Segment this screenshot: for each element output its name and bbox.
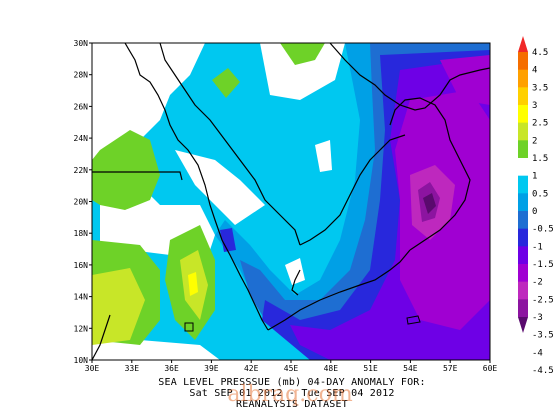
anomaly-field [92,43,490,360]
legend-label: 1.5 [532,154,548,164]
legend-swatch [518,299,528,318]
legend-label: 4.5 [532,48,548,58]
legend-label: -1 [532,242,543,252]
color-legend: 4.5 4 3.5 3 2.5 2 1.5 1 0.5 0 -0.5 -1 -1.5 -2 -2.5 -3 -3… [518,36,554,376]
lon-label: 60E [483,364,498,373]
legend-label: 2.5 [532,119,548,129]
lat-label: 10N [74,356,89,365]
lat-label: 16N [74,261,89,270]
lat-label: 26N [74,102,89,111]
legend-swatch [518,211,528,230]
legend-label: -3.5 [532,331,554,341]
legend-label: -2 [532,278,543,288]
lon-label: 30E [85,364,100,373]
legend-swatch [518,69,528,88]
legend-label: 0 [532,207,537,217]
legend-swatch [518,87,528,106]
lon-label: 39E [204,364,219,373]
legend-label: 0.5 [532,189,548,199]
lon-label: 54E [403,364,418,373]
lat-label: 30N [74,39,89,48]
legend-label: -2.5 [532,295,554,305]
legend-swatch [518,122,528,141]
legend-label: -3 [532,313,543,323]
legend-label: 3 [532,101,537,111]
caption-date-range: Sat SEP 01 2012 - Tue SEP 04 2012 [189,388,395,399]
legend-swatch [518,140,528,159]
lon-label: 48E [324,364,339,373]
legend-swatch [518,246,528,265]
legend-swatch [518,264,528,283]
lat-label: 24N [74,134,89,143]
legend-label: 4 [532,66,537,76]
legend-label: -4 [532,348,543,358]
lon-label: 33E [125,364,140,373]
legend-swatch [518,175,528,194]
lat-label: 14N [74,293,89,302]
legend-label: -4.5 [532,366,554,376]
lat-label: 18N [74,229,89,238]
lon-label: 42E [244,364,259,373]
coastlines [92,43,490,360]
caption-title: SEA LEVEL PRESSSUE (mb) 04-DAY ANOMALY F… [158,377,426,388]
legend-label: 2 [532,136,537,146]
lat-label: 22N [74,166,89,175]
legend-arrow-bottom [518,317,528,333]
legend-arrow-top [518,36,528,52]
legend-label: 3.5 [532,83,548,93]
caption-dataset: REANALYSIS DATASET [236,399,348,410]
legend-label: 1 [532,172,537,182]
lat-label: 20N [74,198,89,207]
lon-label: 57E [443,364,458,373]
lat-label: 12N [74,324,89,333]
legend-swatch [518,193,528,212]
legend-swatch [518,105,528,124]
lat-label: 28N [74,71,89,80]
legend-label: -1.5 [532,260,554,270]
legend-swatch [518,52,528,71]
legend-swatch [518,158,528,177]
legend-label: -0.5 [532,225,554,235]
legend-swatch [518,228,528,247]
lon-label: 36E [164,364,179,373]
lon-label: 51E [363,364,378,373]
legend-swatch [518,281,528,300]
lon-label: 45E [284,364,299,373]
